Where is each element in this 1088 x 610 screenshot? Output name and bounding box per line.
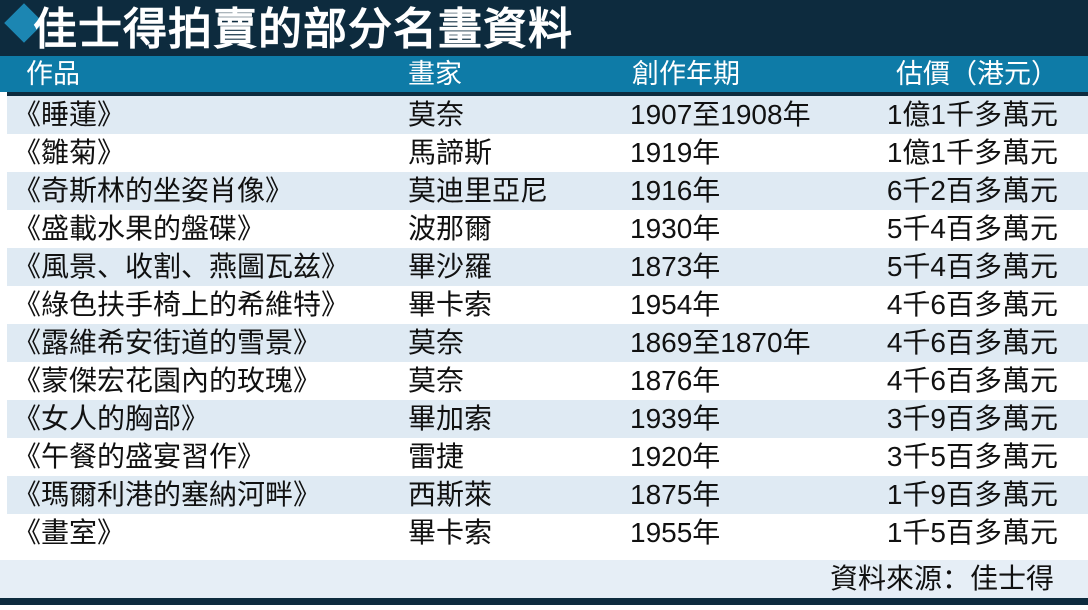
column-header-work: 作品 bbox=[26, 59, 80, 89]
work-cell: 《盛載水果的盤碟》 bbox=[13, 213, 266, 244]
column-header-year: 創作年期 bbox=[632, 59, 740, 89]
artist-cell: 波那爾 bbox=[408, 213, 493, 244]
bottom-divider bbox=[0, 598, 1088, 605]
estimate-cell: 1千9百多萬元 bbox=[886, 479, 1058, 510]
estimate-cell: 1千5百多萬元 bbox=[886, 517, 1058, 548]
year-cell: 1907至1908年 bbox=[630, 99, 811, 130]
header-divider bbox=[7, 92, 1088, 96]
work-cell: 《露維希安街道的雪景》 bbox=[13, 327, 322, 358]
artist-cell: 莫奈 bbox=[408, 327, 465, 358]
year-cell: 1920年 bbox=[630, 441, 721, 472]
table-row: 《盛載水果的盤碟》 波那爾 1930年 5千4百多萬元 bbox=[7, 210, 1088, 248]
artist-cell: 畢卡索 bbox=[408, 517, 493, 548]
table-header-row: 作品 畫家 創作年期 估價（港元） bbox=[0, 56, 1088, 92]
work-cell: 《午餐的盛宴習作》 bbox=[13, 441, 266, 472]
work-cell: 《雛菊》 bbox=[13, 137, 126, 168]
work-cell: 《綠色扶手椅上的希維特》 bbox=[13, 289, 350, 320]
estimate-cell: 4千6百多萬元 bbox=[886, 365, 1058, 396]
artist-cell: 馬諦斯 bbox=[408, 137, 493, 168]
table-body: 《睡蓮》 莫奈 1907至1908年 1億1千多萬元 《雛菊》 馬諦斯 1919… bbox=[7, 96, 1088, 552]
estimate-cell: 4千6百多萬元 bbox=[886, 289, 1058, 320]
artist-cell: 雷捷 bbox=[408, 441, 465, 472]
artist-cell: 畢沙羅 bbox=[408, 251, 493, 282]
table-row: 《風景、收割、燕圖瓦兹》 畢沙羅 1873年 5千4百多萬元 bbox=[7, 248, 1088, 286]
estimate-cell: 1億1千多萬元 bbox=[886, 137, 1058, 168]
artist-cell: 莫迪里亞尼 bbox=[408, 175, 549, 206]
year-cell: 1919年 bbox=[630, 137, 721, 168]
year-cell: 1875年 bbox=[630, 479, 721, 510]
work-cell: 《瑪爾利港的塞納河畔》 bbox=[13, 479, 322, 510]
artist-cell: 畢加索 bbox=[408, 403, 493, 434]
work-cell: 《睡蓮》 bbox=[13, 99, 126, 130]
year-cell: 1955年 bbox=[630, 517, 721, 548]
table-row: 《雛菊》 馬諦斯 1919年 1億1千多萬元 bbox=[7, 134, 1088, 172]
year-cell: 1930年 bbox=[630, 213, 721, 244]
work-cell: 《蒙傑宏花園內的玫瑰》 bbox=[13, 365, 322, 396]
work-cell: 《畫室》 bbox=[13, 517, 126, 548]
work-cell: 《女人的胸部》 bbox=[13, 403, 210, 434]
year-cell: 1916年 bbox=[630, 175, 721, 206]
estimate-cell: 6千2百多萬元 bbox=[886, 175, 1058, 206]
table-row: 《午餐的盛宴習作》 雷捷 1920年 3千5百多萬元 bbox=[7, 438, 1088, 476]
table-row: 《蒙傑宏花園內的玫瑰》 莫奈 1876年 4千6百多萬元 bbox=[7, 362, 1088, 400]
estimate-cell: 5千4百多萬元 bbox=[886, 213, 1058, 244]
column-header-artist: 畫家 bbox=[408, 59, 462, 89]
table-row: 《綠色扶手椅上的希維特》 畢卡索 1954年 4千6百多萬元 bbox=[7, 286, 1088, 324]
table-row: 《奇斯林的坐姿肖像》 莫迪里亞尼 1916年 6千2百多萬元 bbox=[7, 172, 1088, 210]
table-row: 《瑪爾利港的塞納河畔》 西斯萊 1875年 1千9百多萬元 bbox=[7, 476, 1088, 514]
estimate-cell: 3千5百多萬元 bbox=[886, 441, 1058, 472]
artist-cell: 莫奈 bbox=[408, 99, 465, 130]
year-cell: 1876年 bbox=[630, 365, 721, 396]
table-row: 《畫室》 畢卡索 1955年 1千5百多萬元 bbox=[7, 514, 1088, 552]
table-row: 《女人的胸部》 畢加索 1939年 3千9百多萬元 bbox=[7, 400, 1088, 438]
table-row: 《睡蓮》 莫奈 1907至1908年 1億1千多萬元 bbox=[7, 96, 1088, 134]
column-header-estimate: 估價（港元） bbox=[896, 59, 1058, 89]
estimate-cell: 5千4百多萬元 bbox=[886, 251, 1058, 282]
estimate-cell: 1億1千多萬元 bbox=[886, 99, 1058, 130]
artist-cell: 莫奈 bbox=[408, 365, 465, 396]
estimate-cell: 3千9百多萬元 bbox=[886, 403, 1058, 434]
source-label: 資料來源：佳士得 bbox=[829, 563, 1054, 594]
estimate-cell: 4千6百多萬元 bbox=[886, 327, 1058, 358]
title-bar: 佳士得拍賣的部分名畫資料 bbox=[0, 0, 1088, 56]
table-row: 《露維希安街道的雪景》 莫奈 1869至1870年 4千6百多萬元 bbox=[7, 324, 1088, 362]
year-cell: 1939年 bbox=[630, 403, 721, 434]
source-row: 資料來源：佳士得 bbox=[0, 560, 1088, 598]
year-cell: 1954年 bbox=[630, 289, 721, 320]
work-cell: 《風景、收割、燕圖瓦兹》 bbox=[13, 251, 350, 282]
artist-cell: 西斯萊 bbox=[408, 479, 493, 510]
work-cell: 《奇斯林的坐姿肖像》 bbox=[13, 175, 294, 206]
page-title: 佳士得拍賣的部分名畫資料 bbox=[33, 5, 573, 54]
artist-cell: 畢卡索 bbox=[408, 289, 493, 320]
year-cell: 1869至1870年 bbox=[630, 327, 811, 358]
year-cell: 1873年 bbox=[630, 251, 721, 282]
